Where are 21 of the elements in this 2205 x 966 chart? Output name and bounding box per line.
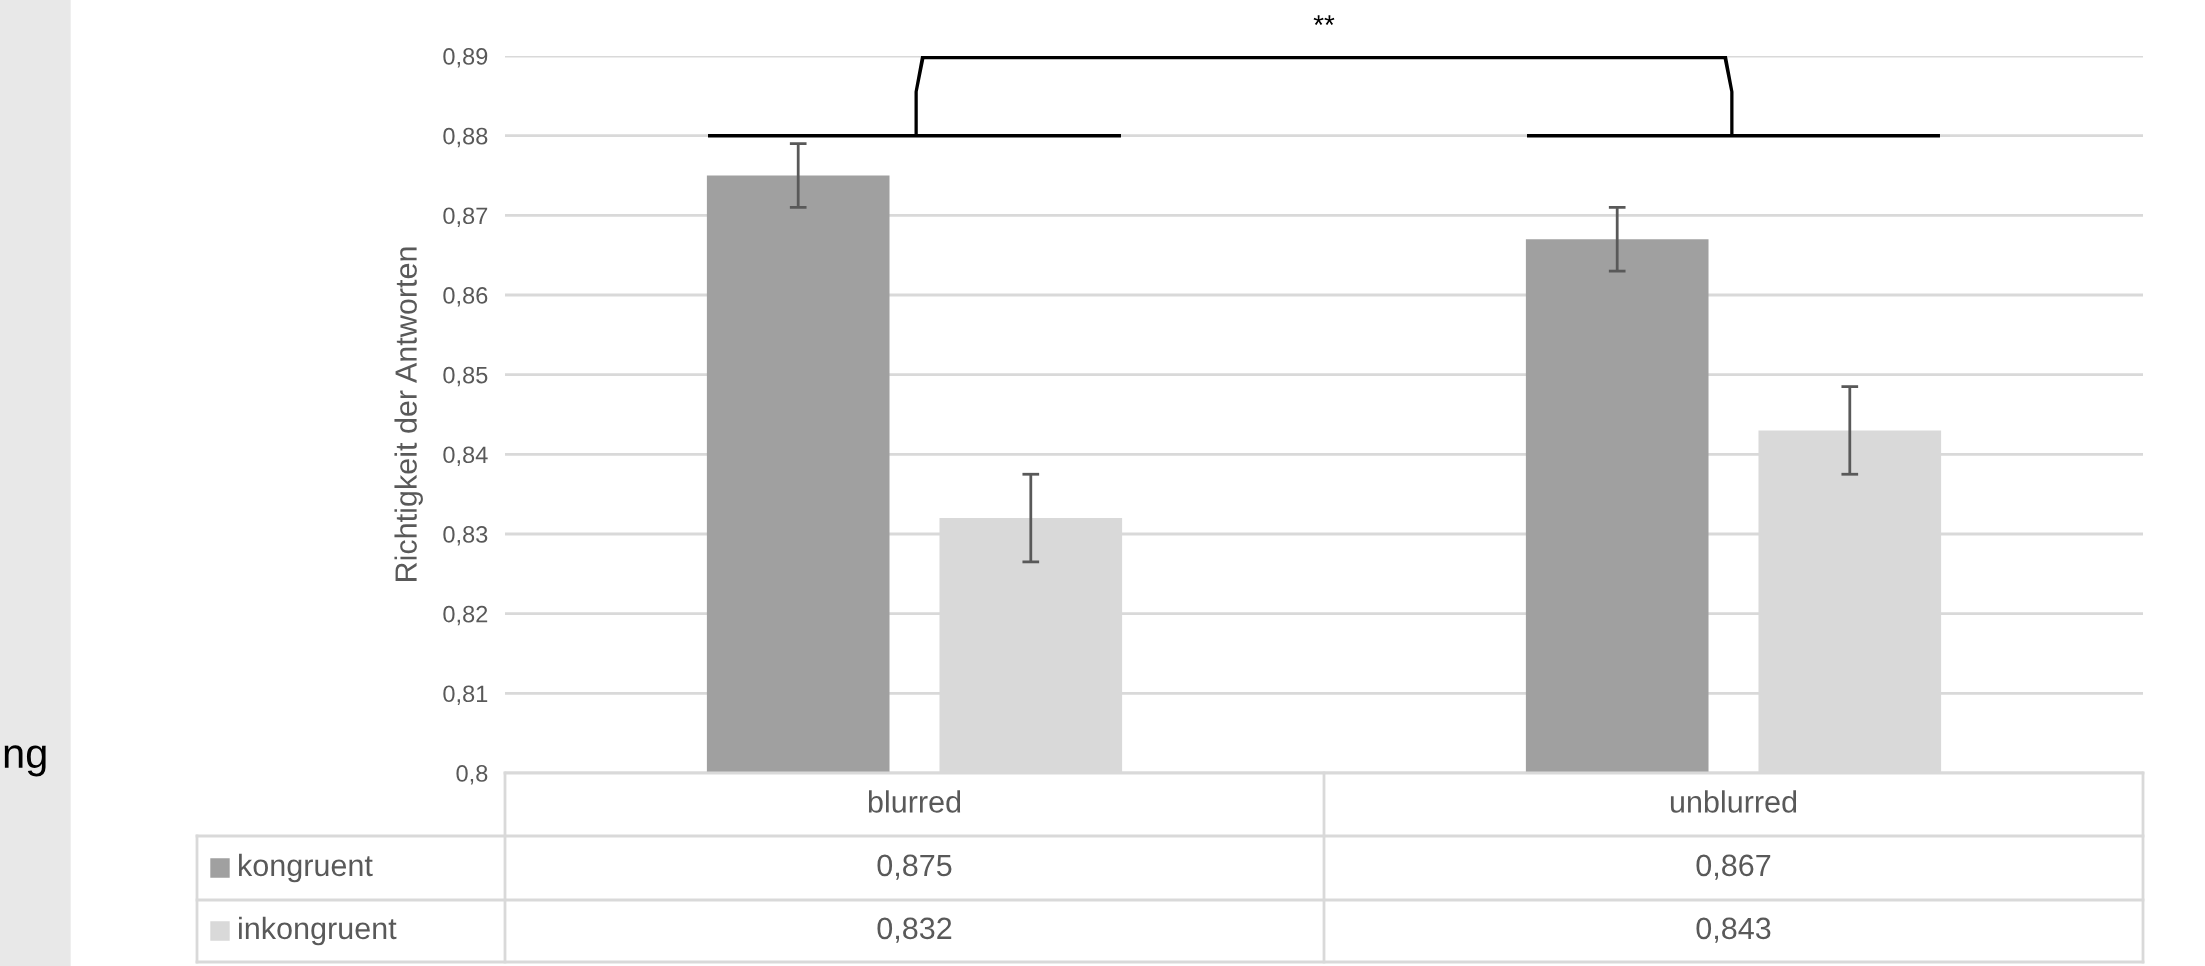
text: ng [4, 745, 46, 777]
data-label: 0,843 [1696, 917, 1771, 943]
y-tick-label: 0,82 [443, 605, 488, 626]
x-tick-label: unblurred [1670, 790, 1797, 813]
y-tick-label: 0,88 [443, 127, 488, 148]
data-label: 0,832 [877, 917, 952, 943]
y-tick-label: 0,86 [443, 287, 488, 307]
y-tick-label: 0,83 [443, 526, 488, 546]
y-tick-label: 0,85 [443, 366, 488, 387]
data-label: 0,867 [1696, 854, 1771, 880]
text: ** [1313, 15, 1335, 25]
legend-label: kongruent [239, 853, 373, 883]
data-label: 0,875 [877, 854, 952, 880]
y-axis-title: Richtigkeit der Antworten [394, 247, 423, 581]
legend-label: inkongruent [239, 916, 397, 946]
y-tick-label: 0,81 [443, 685, 488, 705]
y-tick-label: 0,8 [456, 765, 488, 785]
y-tick-label: 0,87 [443, 207, 488, 227]
y-tick-label: 0,84 [443, 446, 488, 466]
y-tick-label: 0,89 [443, 48, 488, 68]
x-tick-label: blurred [868, 790, 961, 813]
